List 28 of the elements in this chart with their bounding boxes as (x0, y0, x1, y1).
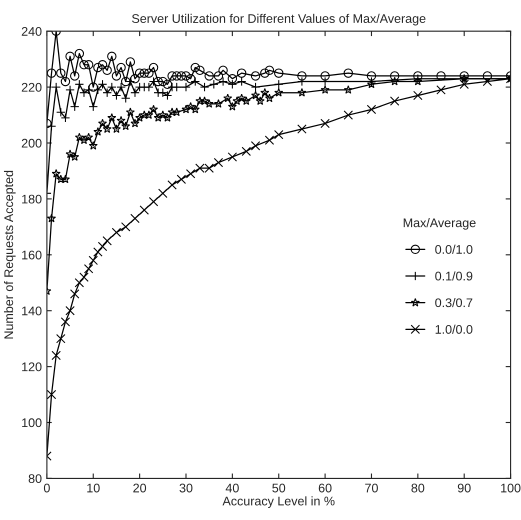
legend-title: Max/Average (404, 218, 476, 230)
y-axis-title: Number of Requests Accepted (4, 170, 16, 339)
x-tick-label: 100 (501, 484, 521, 492)
x-tick-label: 90 (458, 484, 471, 492)
y-tick-label: 140 (22, 306, 42, 316)
x-tick-label: 20 (133, 484, 146, 492)
legend-label: 0.1/0.9 (435, 271, 472, 281)
y-tick-label: 200 (22, 138, 42, 148)
y-tick-label: 220 (22, 82, 42, 92)
x-tick-label: 0 (44, 484, 50, 492)
x-axis-title: Accuracy Level in % (222, 496, 335, 508)
x-tick-label: 40 (226, 484, 239, 492)
x-tick-label: 70 (365, 484, 378, 492)
x-tick-label: 50 (272, 484, 286, 492)
legend-label: 1.0/0.0 (436, 324, 472, 334)
x-tick-label: 30 (180, 484, 192, 492)
y-tick-label: 100 (22, 418, 42, 428)
y-tick-label: 160 (22, 250, 42, 260)
y-tick-label: 240 (22, 27, 42, 36)
legend-label: 0.3/0.7 (435, 298, 472, 308)
x-tick-label: 80 (411, 484, 424, 492)
chart-title: Server Utilization for Different Values of Max/Average (132, 14, 426, 26)
y-tick-label: 80 (28, 474, 42, 484)
y-tick-label: 180 (22, 194, 42, 204)
y-tick-label: 120 (22, 362, 42, 372)
legend-label: 0.0/1.0 (435, 244, 472, 254)
x-tick-label: 60 (318, 484, 332, 492)
x-tick-label: 10 (87, 484, 100, 492)
